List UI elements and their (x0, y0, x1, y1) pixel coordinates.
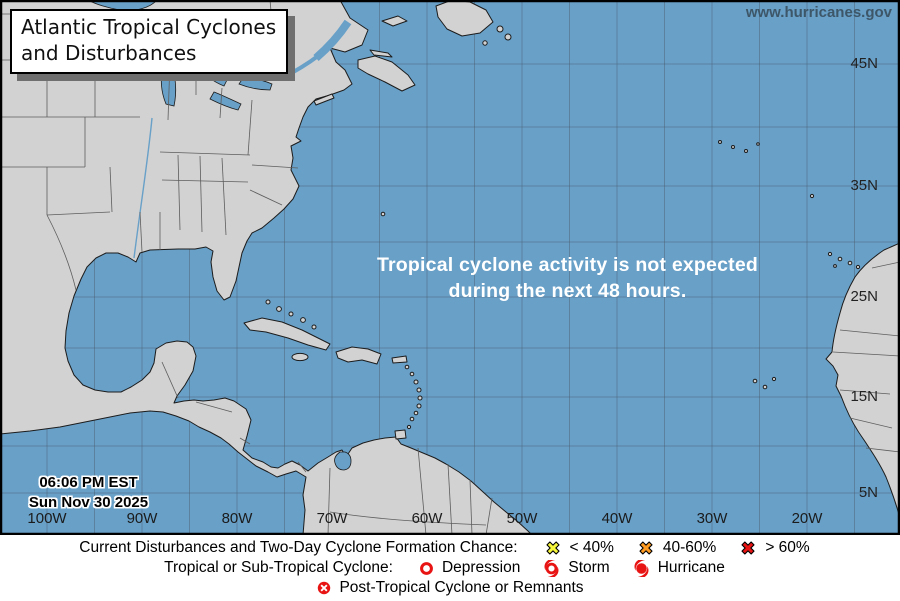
legend-row-1: Current Disturbances and Two-Day Cyclone… (0, 538, 900, 558)
legend-item-x-mark-yellow: < 40% (543, 538, 614, 558)
storm-icon (542, 559, 561, 578)
lon-label: 80W (221, 510, 253, 527)
mississippi-river (133, 117, 153, 259)
map-title-box: Atlantic Tropical Cyclones and Disturban… (10, 9, 289, 74)
legend-item-depression: Depression (418, 559, 520, 577)
lat-label: 35N (850, 177, 878, 195)
lon-label: 40W (601, 510, 633, 527)
x-mark-orange-icon (636, 538, 656, 558)
x-mark-yellow-icon (543, 538, 563, 558)
outlook-message: Tropical cyclone activity is not expecte… (230, 252, 900, 305)
x-mark-red-icon (738, 538, 758, 558)
lon-label: 30W (696, 510, 728, 527)
map-graphic[interactable] (0, 0, 900, 535)
legend-item-x-mark-red: > 60% (738, 538, 810, 558)
legend-rows: Current Disturbances and Two-Day Cyclone… (0, 538, 900, 598)
legend-item-label: Depression (441, 559, 521, 576)
legend-item-storm: Storm (542, 559, 610, 578)
timestamp-time: 06:06 PM EST (39, 474, 138, 491)
lon-label: 50W (506, 510, 538, 527)
lon-label: 100W (27, 510, 67, 527)
legend-item-label: Post-Tropical Cyclone or Remnants (339, 579, 584, 596)
legend-item-label: Hurricane (657, 559, 725, 576)
lon-label: 70W (316, 510, 348, 527)
lon-label: 90W (126, 510, 158, 527)
legend-item-hurricane: Hurricane (632, 559, 725, 578)
map-timestamp: 06:06 PM EST Sun Nov 30 2025 (16, 473, 161, 512)
lat-label: 45N (850, 55, 878, 73)
outlook-message-line2: during the next 48 hours. (448, 280, 687, 303)
legend-item-label: < 40% (569, 539, 614, 556)
legend-item-label: 40-60% (662, 539, 717, 556)
legend-row-1-label: Current Disturbances and Two-Day Cyclone… (79, 539, 518, 556)
legend-item-post-tropical: Post-Tropical Cyclone or Remnants (316, 579, 584, 597)
lat-label: 5N (858, 484, 878, 502)
atlantic-outlook-map[interactable]: Atlantic Tropical Cyclones and Disturban… (0, 0, 900, 535)
landmass-africa (825, 242, 900, 519)
map-title-line1: Atlantic Tropical Cyclones (21, 15, 277, 39)
landmass-americas (0, 0, 861, 535)
lon-label: 20W (791, 510, 823, 527)
lon-label: 60W (411, 510, 443, 527)
legend-item-label: > 60% (765, 539, 810, 556)
map-frame (0, 0, 900, 535)
legend-item-x-mark-orange: 40-60% (636, 538, 716, 558)
legend: Current Disturbances and Two-Day Cyclone… (0, 535, 900, 601)
hurricane-icon (632, 559, 651, 578)
map-title-line2: and Disturbances (21, 41, 197, 66)
lat-label: 25N (850, 288, 878, 306)
legend-row-2-label: Tropical or Sub-Tropical Cyclone: (164, 559, 393, 576)
post-tropical-icon (316, 580, 332, 596)
legend-row-2: Tropical or Sub-Tropical Cyclone: Depress… (0, 558, 900, 578)
st-lawrence-river (133, 19, 352, 259)
lat-label: 15N (850, 388, 878, 406)
timestamp-date: Sun Nov 30 2025 (28, 493, 149, 511)
site-url: www.hurricanes.gov (745, 4, 892, 21)
legend-row-3: Post-Tropical Cyclone or Remnants (0, 578, 900, 598)
depression-icon (418, 560, 435, 577)
outlook-message-line1: Tropical cyclone activity is not expecte… (376, 254, 758, 276)
legend-item-label: Storm (568, 559, 610, 576)
